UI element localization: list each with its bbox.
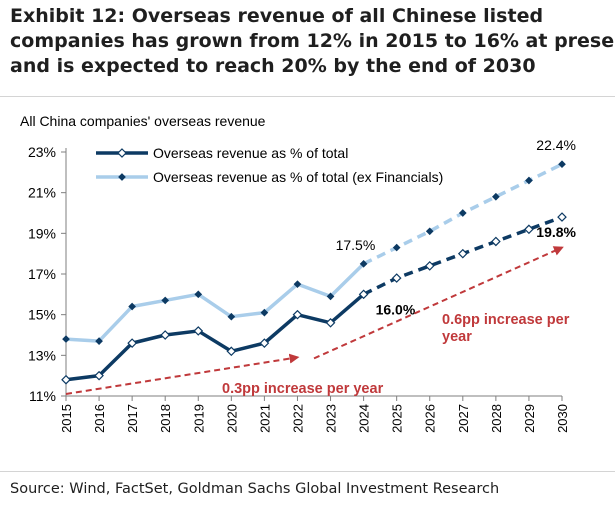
x-tick-label: 2024 (357, 404, 372, 433)
data-label: 22.4% (536, 137, 576, 153)
data-point-series-2 (492, 192, 500, 201)
x-tick-label: 2019 (191, 404, 206, 433)
x-tick-label: 2017 (125, 404, 140, 433)
data-point-series-1 (127, 338, 137, 348)
data-point-series-1 (94, 370, 104, 381)
y-tick-label: 19% (28, 225, 56, 241)
data-point-series-1 (524, 224, 534, 235)
data-point-series-2 (95, 337, 103, 345)
legend-label: Overseas revenue as % of total (ex Finan… (153, 169, 443, 185)
x-tick-label: 2021 (257, 404, 272, 433)
data-point-series-2 (227, 312, 236, 321)
x-tick-label: 2022 (290, 404, 305, 433)
exhibit-title-line: and is expected to reach 20% by the end … (10, 55, 536, 77)
data-point-series-2 (558, 160, 566, 169)
data-point-series-2 (425, 227, 434, 236)
y-tick-label: 13% (28, 347, 56, 363)
data-label: 19.8% (536, 224, 576, 240)
y-tick-label: 11% (29, 388, 56, 404)
x-tick-label: 2015 (59, 404, 74, 433)
legend-swatch-marker (117, 148, 127, 158)
data-label: 17.5% (336, 237, 376, 253)
legend-label: Overseas revenue as % of total (153, 145, 348, 161)
exhibit-title-line: companies has grown from 12% in 2015 to … (10, 30, 615, 52)
x-tick-label: 2025 (390, 404, 405, 433)
data-point-series-2 (293, 280, 302, 289)
data-point-series-1 (424, 261, 435, 271)
y-tick-label: 17% (28, 266, 56, 282)
data-point-series-1 (491, 236, 501, 247)
chart-subtitle: All China companies' overseas revenue (20, 113, 266, 129)
data-point-series-2 (161, 296, 170, 305)
trend-label: year (442, 329, 472, 345)
top-divider (0, 96, 615, 97)
legend-swatch-marker (118, 173, 126, 181)
data-point-series-1 (292, 309, 303, 320)
x-tick-label: 2018 (158, 404, 173, 433)
x-tick-label: 2016 (92, 404, 107, 433)
y-tick-label: 21% (28, 185, 56, 201)
trend-arrow (313, 246, 564, 360)
bottom-divider (0, 471, 615, 472)
data-point-series-2 (392, 243, 401, 252)
data-point-series-1 (325, 317, 336, 328)
data-point-series-2 (359, 259, 368, 268)
data-point-series-1 (226, 346, 237, 357)
trend-label: 0.3pp increase per year (222, 381, 384, 397)
data-point-series-1 (457, 248, 468, 259)
x-tick-label: 2027 (456, 404, 471, 433)
x-tick-label: 2029 (522, 404, 537, 433)
source-note: Source: Wind, FactSet, Goldman Sachs Glo… (10, 481, 500, 497)
data-point-series-2 (62, 335, 70, 343)
y-tick-label: 23% (28, 144, 56, 160)
series-line-1 (65, 293, 365, 382)
series-line-2 (65, 262, 365, 343)
data-point-series-2 (525, 176, 533, 185)
data-point-series-1 (193, 326, 204, 336)
data-point-series-1 (61, 374, 71, 385)
data-point-series-1 (358, 289, 369, 300)
exhibit-title: Exhibit 12: Overseas revenue of all Chin… (10, 4, 615, 79)
data-point-series-2 (128, 302, 136, 311)
data-point-series-2 (326, 292, 335, 301)
x-tick-label: 2023 (324, 404, 339, 433)
trend-arrow (65, 353, 300, 395)
data-point-series-1 (160, 330, 171, 340)
data-label: 16.0% (376, 301, 416, 317)
exhibit-title-line: Exhibit 12: Overseas revenue of all Chin… (10, 5, 544, 27)
legend: Overseas revenue as % of total Overseas r… (96, 145, 443, 185)
data-point-series-1 (557, 212, 567, 222)
y-tick-label: 15% (28, 307, 56, 323)
data-point-series-1 (259, 338, 270, 348)
data-point-series-1 (391, 273, 402, 283)
data-point-series-2 (260, 308, 269, 317)
x-tick-label: 2020 (224, 404, 239, 433)
trend-label: 0.6pp increase per (442, 312, 570, 328)
x-tick-label: 2028 (489, 404, 504, 433)
x-tick-label: 2026 (423, 404, 438, 433)
data-point-series-2 (194, 290, 203, 299)
x-tick-label: 2030 (555, 404, 570, 433)
data-point-series-2 (458, 209, 467, 217)
line-chart: 11% 13% 15% 17% 19% 21% 23% 2015 2016 2017 2018 201… (28, 137, 577, 433)
